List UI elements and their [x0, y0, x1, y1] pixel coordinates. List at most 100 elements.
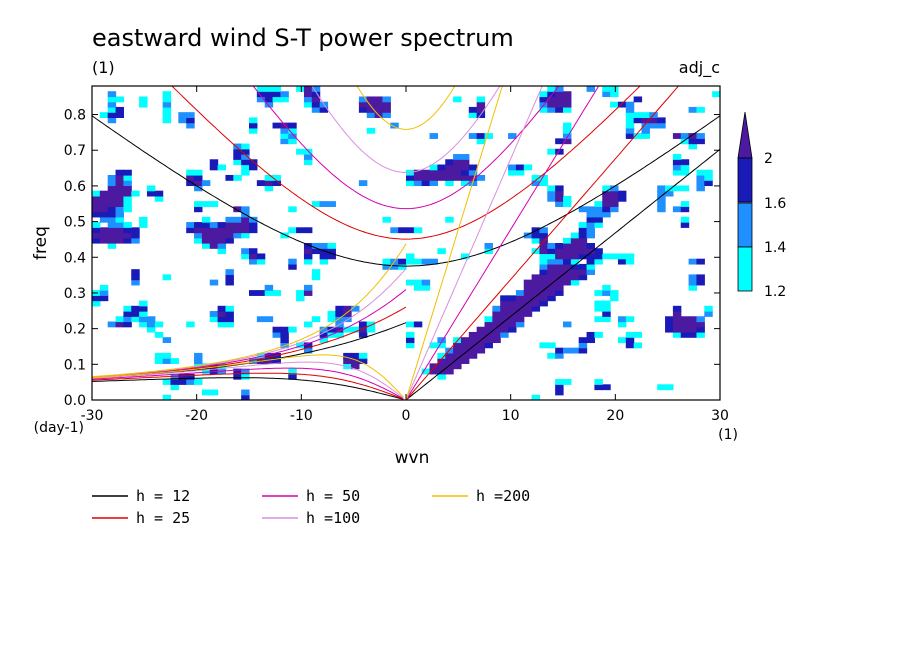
heatmap-cell	[500, 321, 509, 328]
heatmap-cell	[680, 316, 690, 323]
colorbar-label: 1.4	[764, 240, 786, 256]
heatmap-cell	[594, 206, 603, 213]
heatmap-cell	[358, 106, 368, 113]
heatmap-cell	[547, 342, 556, 349]
heatmap-cell	[288, 206, 297, 213]
heatmap-cell	[531, 248, 541, 255]
heatmap-cell	[625, 122, 635, 129]
heatmap-cell	[610, 295, 619, 302]
heatmap-cell	[256, 316, 266, 323]
heatmap-cell	[178, 373, 187, 380]
heatmap-cell	[209, 159, 219, 166]
heatmap-cell	[429, 164, 438, 171]
heatmap-cell	[625, 106, 635, 113]
heatmap-cell	[586, 243, 595, 249]
heatmap-cell	[696, 279, 705, 286]
heatmap-cell	[217, 237, 227, 244]
heatmap-cell	[500, 316, 509, 323]
heatmap-cell	[280, 127, 289, 134]
heatmap-cell	[123, 232, 132, 239]
heatmap-cell	[186, 122, 195, 129]
heatmap-cell	[421, 169, 431, 176]
heatmap-cell	[500, 305, 509, 312]
heatmap-cell	[256, 180, 266, 187]
heatmap-cell	[680, 326, 690, 333]
heatmap-cell	[123, 222, 132, 228]
heatmap-cell	[272, 122, 281, 129]
heatmap-cell	[406, 253, 415, 260]
heatmap-cell	[539, 91, 548, 98]
heatmap-cell	[578, 253, 588, 260]
heatmap-cell	[437, 337, 446, 344]
heatmap-cell	[264, 185, 274, 192]
heatmap-cell	[249, 222, 258, 228]
heatmap-cell	[563, 237, 572, 244]
heatmap-cell	[225, 274, 234, 281]
heatmap-cell	[170, 358, 179, 364]
heatmap-cell	[178, 379, 187, 385]
heatmap-cell	[437, 358, 446, 364]
heatmap-cell	[570, 253, 580, 260]
heatmap-cell	[92, 211, 101, 218]
heatmap-cell	[366, 106, 376, 113]
heatmap-cell	[515, 169, 525, 176]
heatmap-cell	[225, 316, 234, 323]
heatmap-cell	[555, 195, 564, 202]
heatmap-cell	[107, 195, 117, 202]
heatmap-cell	[500, 311, 509, 317]
heatmap-cell	[531, 180, 541, 187]
heatmap-cell	[547, 284, 556, 291]
heatmap-cell	[453, 352, 462, 359]
heatmap-cell	[209, 227, 219, 234]
heatmap-cell	[594, 379, 603, 385]
heatmap-cell	[539, 274, 548, 281]
heatmap-cell	[209, 243, 219, 249]
heatmap-cell	[115, 227, 124, 234]
heatmap-cell	[610, 185, 619, 192]
heatmap-cell	[123, 190, 132, 197]
heatmap-cell	[406, 331, 415, 338]
heatmap-cell	[586, 227, 595, 234]
heatmap-cell	[241, 248, 250, 255]
heatmap-cell	[209, 279, 219, 286]
x-tick-label: -30	[81, 408, 104, 424]
heatmap-cell	[115, 112, 124, 118]
heatmap-cell	[92, 222, 101, 228]
heatmap-cell	[390, 227, 399, 234]
dispersion-curve-ig	[171, 86, 641, 240]
heatmap-cell	[233, 143, 242, 150]
heatmap-cell	[382, 112, 391, 118]
heatmap-cell	[578, 227, 588, 234]
heatmap-cell	[107, 201, 117, 207]
heatmap-cell	[162, 358, 172, 364]
y-axis-label: freq	[31, 226, 51, 260]
heatmap-cell	[570, 248, 580, 255]
heatmap-cell	[492, 321, 501, 328]
heatmap-cell	[225, 269, 234, 275]
dispersion-curve-mrg	[92, 243, 407, 378]
heatmap-cell	[563, 96, 572, 103]
heatmap-cell	[594, 211, 603, 218]
heatmap-cell	[625, 133, 635, 139]
heatmap-cell	[335, 326, 344, 333]
heatmap-cell	[476, 106, 486, 113]
heatmap-cell	[131, 305, 140, 312]
heatmap-cell	[563, 122, 572, 129]
heatmap-cell	[413, 284, 423, 291]
heatmap-cell	[539, 263, 548, 270]
heatmap-cell	[429, 368, 438, 375]
heatmap-cell	[139, 316, 148, 323]
heatmap-cell	[492, 305, 501, 312]
heatmap-cell	[617, 190, 627, 197]
x-tick-label: 0	[402, 408, 411, 424]
heatmap-cell	[696, 185, 705, 192]
heatmap-cell	[186, 227, 195, 234]
heatmap-cell	[437, 342, 446, 349]
heatmap-cell	[131, 227, 140, 234]
heatmap-cell	[586, 337, 595, 344]
heatmap-cell	[476, 342, 486, 349]
heatmap-cell	[115, 222, 124, 228]
heatmap-cell	[492, 311, 501, 317]
heatmap-cell	[92, 237, 101, 244]
